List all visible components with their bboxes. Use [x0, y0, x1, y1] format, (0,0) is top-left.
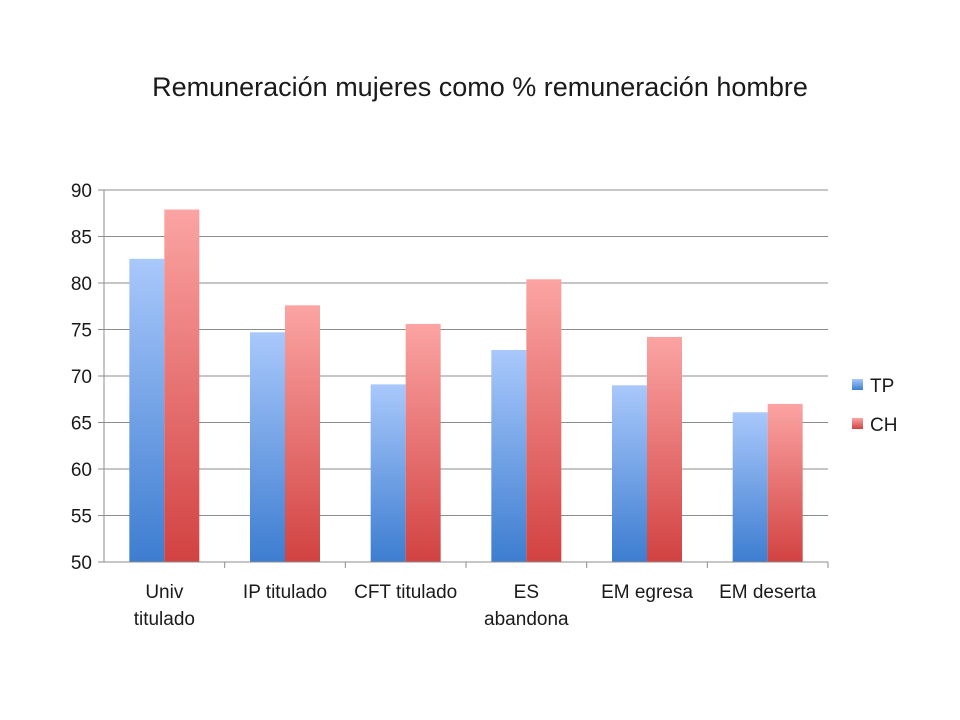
bar-ch: [405, 323, 441, 562]
axes: 50 55 60 65 70 75 80 85 90 Univ titulado IP titulad…: [71, 181, 829, 630]
bars: [129, 209, 803, 562]
legend-swatch-tp: [852, 379, 863, 390]
grid-lines: [104, 189, 828, 563]
legend-label-ch: CH: [870, 415, 897, 436]
bar-ch: [526, 279, 562, 562]
y-tick-label: 70: [71, 367, 92, 388]
bar-tp: [612, 385, 647, 562]
bar-ch: [285, 305, 320, 562]
y-tick-label: 60: [71, 460, 92, 481]
y-tick-label: 50: [71, 553, 92, 574]
y-tick-label: 65: [71, 414, 92, 435]
bar-tp: [370, 384, 406, 562]
bar-ch: [767, 403, 803, 562]
chart-title: Remuneración mujeres como % remuneración…: [152, 72, 808, 102]
y-tick-label: 85: [71, 228, 92, 249]
y-tick-label: 75: [71, 321, 92, 342]
x-tick-label: Univ titulado: [134, 582, 195, 630]
bar-tp: [129, 258, 165, 562]
legend-label-tp: TP: [870, 376, 894, 397]
legend: TP CH: [852, 376, 897, 436]
y-tick-label: 90: [71, 181, 92, 202]
bar-tp: [250, 332, 285, 562]
bar-tp: [491, 349, 527, 562]
y-tick-label: 55: [71, 507, 92, 528]
x-tick-label: CFT titulado: [354, 582, 457, 603]
x-tick-label: EM egresa: [601, 582, 693, 603]
x-tick-label: EM deserta: [719, 582, 817, 603]
x-tick-label: ES abandona: [484, 582, 569, 630]
bar-tp: [732, 412, 768, 562]
legend-swatch-ch: [852, 418, 863, 429]
bar-ch: [647, 336, 682, 562]
bar-ch: [164, 209, 200, 562]
y-tick-label: 80: [71, 274, 92, 295]
x-tick-label: IP titulado: [243, 582, 327, 603]
